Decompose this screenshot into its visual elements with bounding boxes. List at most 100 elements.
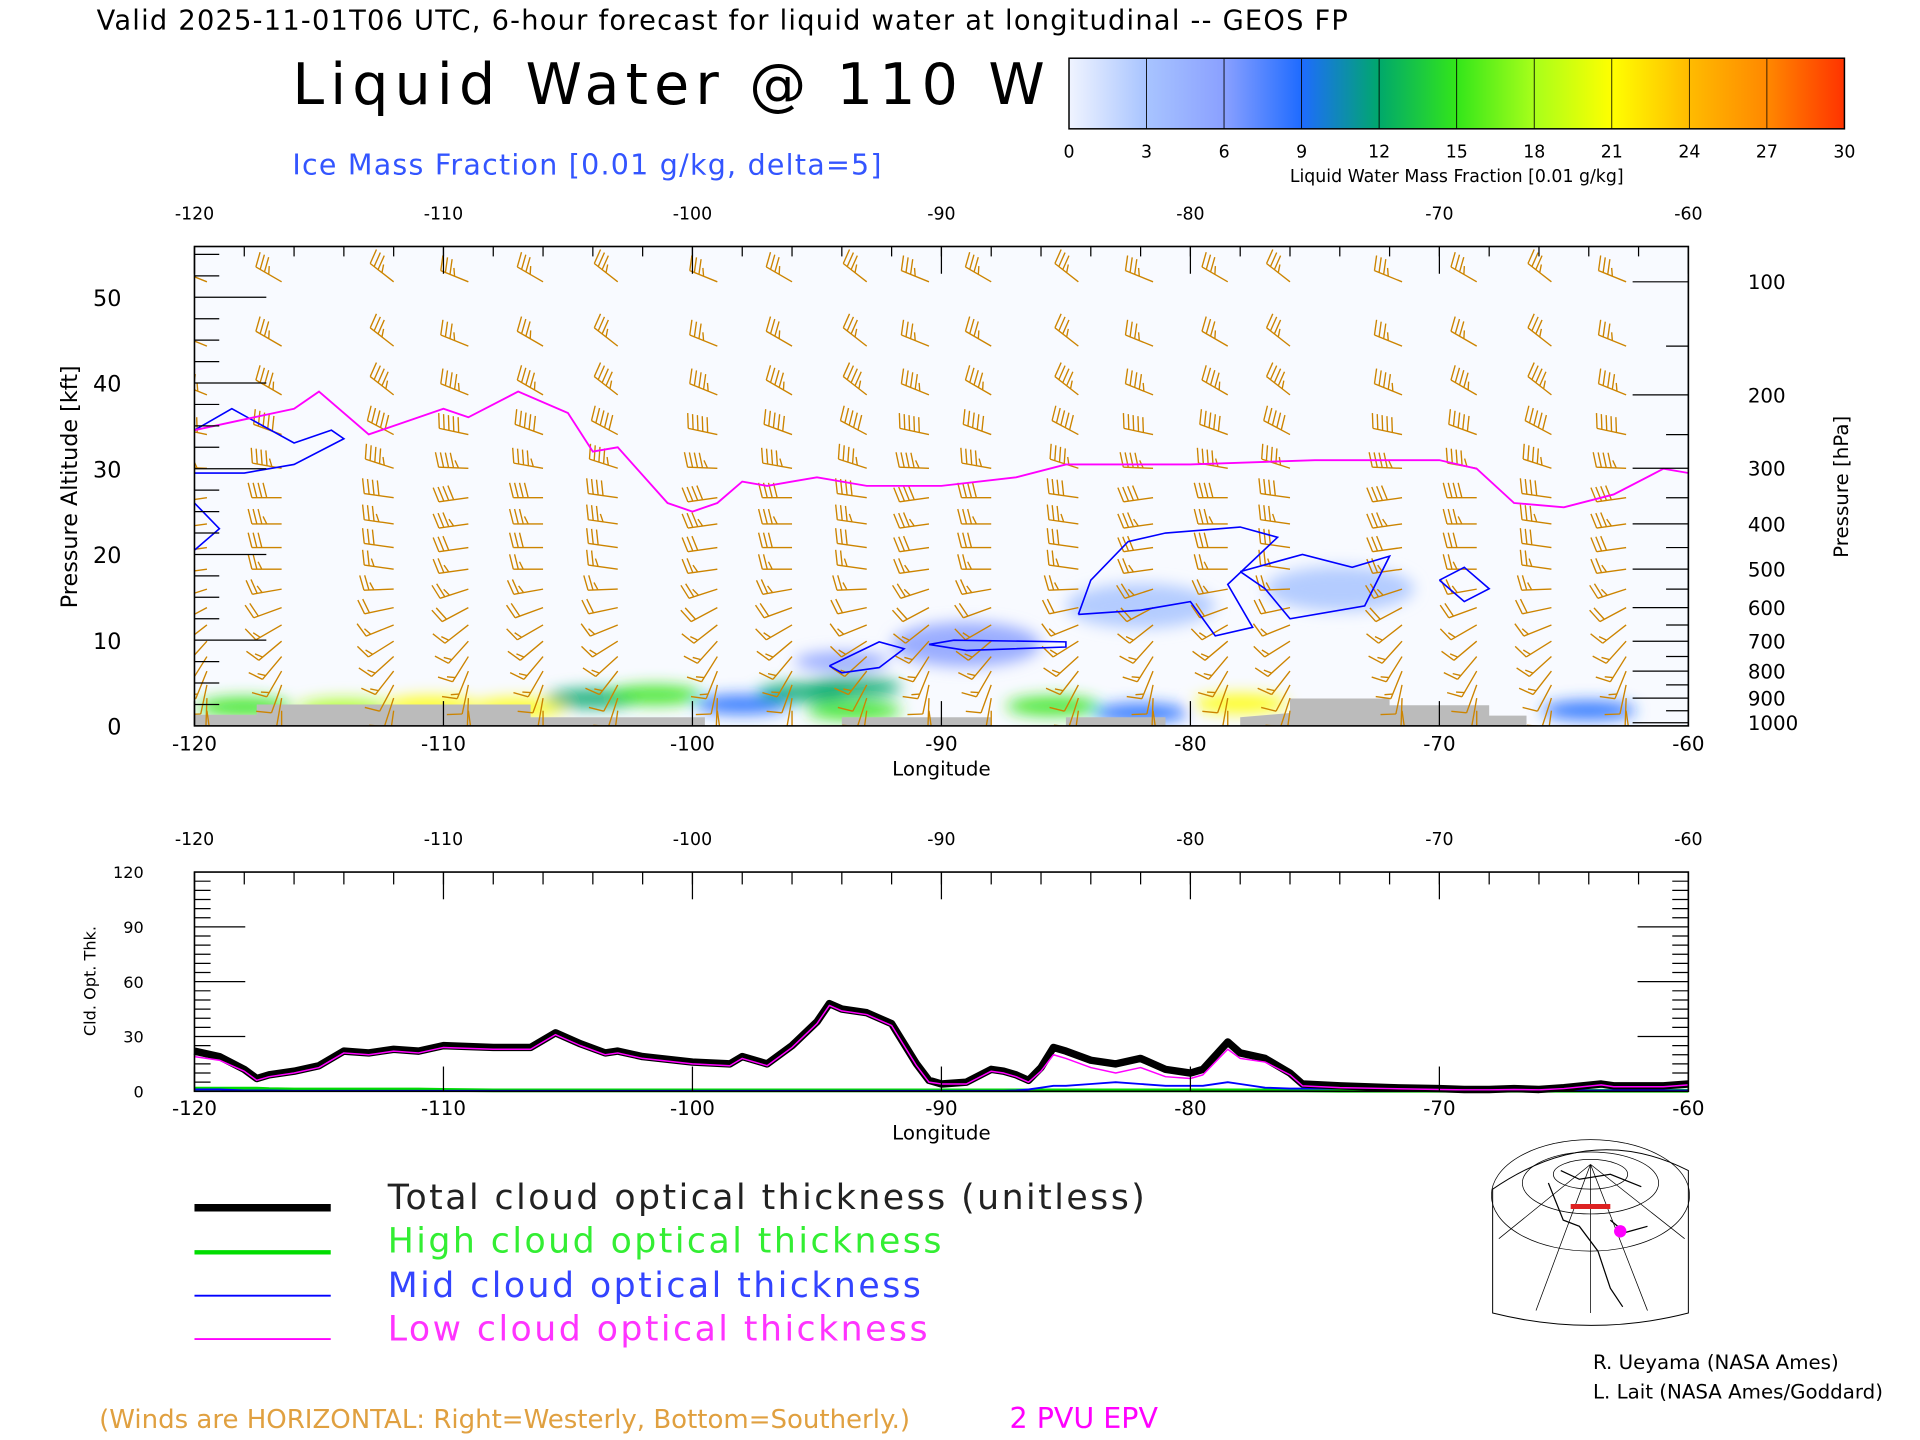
barb-feather	[1056, 505, 1060, 522]
wind-barb	[683, 452, 718, 469]
wind-barb	[964, 365, 992, 396]
barb-feather	[1524, 478, 1528, 495]
barb-feather	[1593, 607, 1605, 620]
barb-feather	[444, 452, 450, 468]
barb-feather	[184, 257, 186, 272]
barb-feather	[850, 319, 858, 335]
barb-feather	[1065, 328, 1069, 338]
barb-staff	[439, 588, 469, 599]
barb-feather	[259, 254, 266, 270]
barb-feather	[1273, 255, 1282, 270]
wind-barb	[715, 698, 719, 726]
barb-feather	[1269, 365, 1278, 380]
barb-feather	[1369, 583, 1380, 598]
colorbar-segment	[1688, 57, 1768, 130]
x-tick-label-top: -90	[927, 204, 955, 224]
wind-barb	[194, 497, 208, 501]
barb-feather	[601, 319, 609, 335]
liquid-water-blob	[1541, 700, 1636, 721]
barb-feather	[1600, 535, 1608, 551]
wind-barb	[516, 365, 544, 396]
wind-barb	[1116, 583, 1154, 599]
barb-feather	[896, 583, 906, 598]
barb-staff	[276, 697, 283, 726]
barb-feather	[905, 257, 909, 273]
x-tick-label: -110	[421, 733, 466, 756]
wind-barb	[505, 603, 544, 619]
barb-feather	[767, 561, 773, 570]
wind-barb	[765, 365, 793, 396]
barb-feather	[1128, 564, 1134, 573]
barb-feather	[976, 740, 991, 744]
wind-barb	[1590, 624, 1627, 644]
barb-feather	[171, 585, 179, 598]
barb-feather	[1516, 575, 1523, 591]
barb-feather	[760, 447, 764, 464]
barb-feather	[767, 585, 774, 593]
barb-feather	[1263, 405, 1269, 421]
barb-feather	[509, 672, 525, 680]
barb-feather	[369, 249, 378, 264]
barb-staff	[1054, 262, 1079, 283]
wind-barb	[1252, 623, 1291, 637]
barb-staff	[1054, 376, 1079, 396]
wind-barb	[755, 579, 793, 595]
barb-feather	[1069, 380, 1073, 389]
barb-feather	[774, 370, 780, 386]
wind-barb	[1366, 485, 1403, 503]
barb-feather	[586, 598, 595, 614]
barb-feather	[967, 508, 973, 525]
wind-barb	[516, 252, 544, 283]
barb-feather	[690, 695, 707, 700]
wind-barb	[1258, 504, 1291, 525]
barb-feather	[1055, 407, 1061, 424]
barb-feather	[184, 370, 186, 385]
subtitle: Ice Mass Fraction [0.01 g/kg, delta=5]	[292, 149, 882, 182]
barb-staff	[1275, 684, 1291, 712]
barb-feather	[685, 583, 695, 598]
wind-barb	[194, 656, 208, 678]
wind-barb	[581, 640, 619, 658]
barb-feather	[1119, 655, 1134, 664]
barb-feather	[1268, 479, 1272, 496]
barb-feather	[854, 328, 858, 338]
barb-feather	[1271, 410, 1277, 426]
barb-feather	[523, 412, 527, 428]
barb-feather	[1592, 655, 1607, 664]
barb-feather	[1368, 655, 1383, 664]
wind-barb	[1400, 698, 1403, 726]
barb-feather	[1253, 645, 1266, 658]
barb-feather	[1376, 485, 1384, 501]
barb-feather	[375, 513, 380, 523]
barb-feather	[437, 676, 453, 683]
barb-staff	[252, 588, 282, 595]
wind-barb	[1446, 670, 1478, 698]
barb-feather	[1054, 688, 1064, 692]
wind-barb	[1516, 656, 1552, 678]
barb-feather	[1122, 413, 1125, 429]
wind-barb	[1515, 598, 1552, 615]
y-tick-label: 30	[93, 457, 121, 483]
barb-feather	[1117, 513, 1125, 529]
barb-staff	[765, 624, 793, 641]
barb-feather	[1198, 482, 1204, 498]
barb-feather	[521, 449, 525, 465]
barb-staff	[1260, 564, 1291, 570]
wind-barb	[1439, 624, 1478, 641]
pressure-tick-label: 300	[1748, 458, 1786, 481]
barb-feather	[762, 554, 768, 570]
barb-feather	[1365, 584, 1375, 599]
barb-feather	[1208, 412, 1212, 428]
barb-feather	[1253, 599, 1262, 615]
barb-feather	[580, 623, 591, 637]
barb-feather	[1442, 554, 1448, 570]
barb-feather	[958, 603, 969, 617]
barb-staff	[194, 340, 208, 347]
barb-feather	[1518, 687, 1534, 696]
barb-feather	[896, 607, 908, 620]
wind-barb	[1448, 409, 1477, 436]
barb-feather	[1192, 650, 1206, 661]
pressure-tick-label: 200	[1748, 384, 1786, 407]
barb-staff	[1596, 546, 1627, 553]
wind-barb	[681, 558, 718, 574]
